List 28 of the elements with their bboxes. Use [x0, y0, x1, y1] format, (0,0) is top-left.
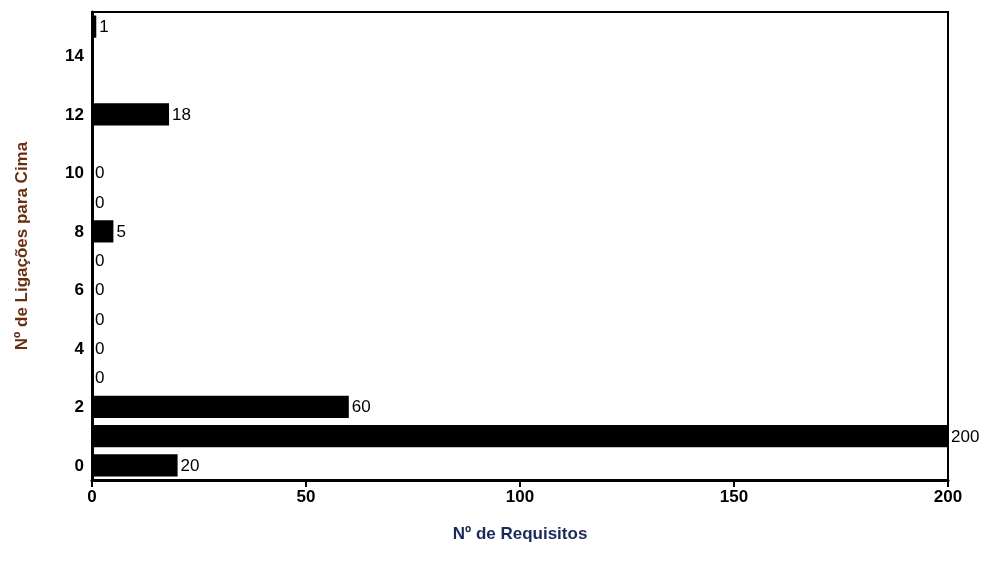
y-tick-label: 14 — [65, 46, 85, 66]
data-label: 0 — [95, 280, 105, 300]
x-tick-label: 100 — [505, 487, 535, 506]
data-label: 0 — [95, 192, 105, 212]
data-label: 200 — [951, 426, 980, 446]
y-tick-label: 10 — [65, 163, 84, 183]
y-tick-label: 8 — [74, 221, 84, 241]
data-label: 1 — [99, 17, 109, 37]
data-label: 0 — [95, 338, 105, 358]
data-label: 0 — [95, 368, 105, 388]
x-tick-label: 150 — [719, 487, 749, 506]
y-tick-label: 2 — [74, 397, 84, 417]
x-tick-label: 0 — [87, 487, 97, 506]
x-tick-label: 50 — [296, 487, 316, 506]
x-axis-title: Nº de Requisitos — [452, 524, 588, 543]
y-tick-label: 12 — [65, 104, 84, 124]
data-label: 20 — [180, 455, 200, 475]
data-label: 18 — [172, 104, 191, 124]
y-tick-label: 6 — [74, 280, 84, 300]
data-label: 0 — [95, 309, 105, 329]
x-tick-label: 200 — [933, 487, 963, 506]
data-label: 0 — [95, 163, 105, 183]
data-label: 5 — [116, 221, 126, 241]
y-tick-label: 0 — [74, 455, 84, 475]
data-label: 60 — [351, 397, 371, 417]
y-tick-label: 4 — [74, 338, 85, 358]
y-axis-title: Nº de Ligações para Cima — [12, 141, 31, 351]
data-label: 0 — [95, 251, 105, 271]
